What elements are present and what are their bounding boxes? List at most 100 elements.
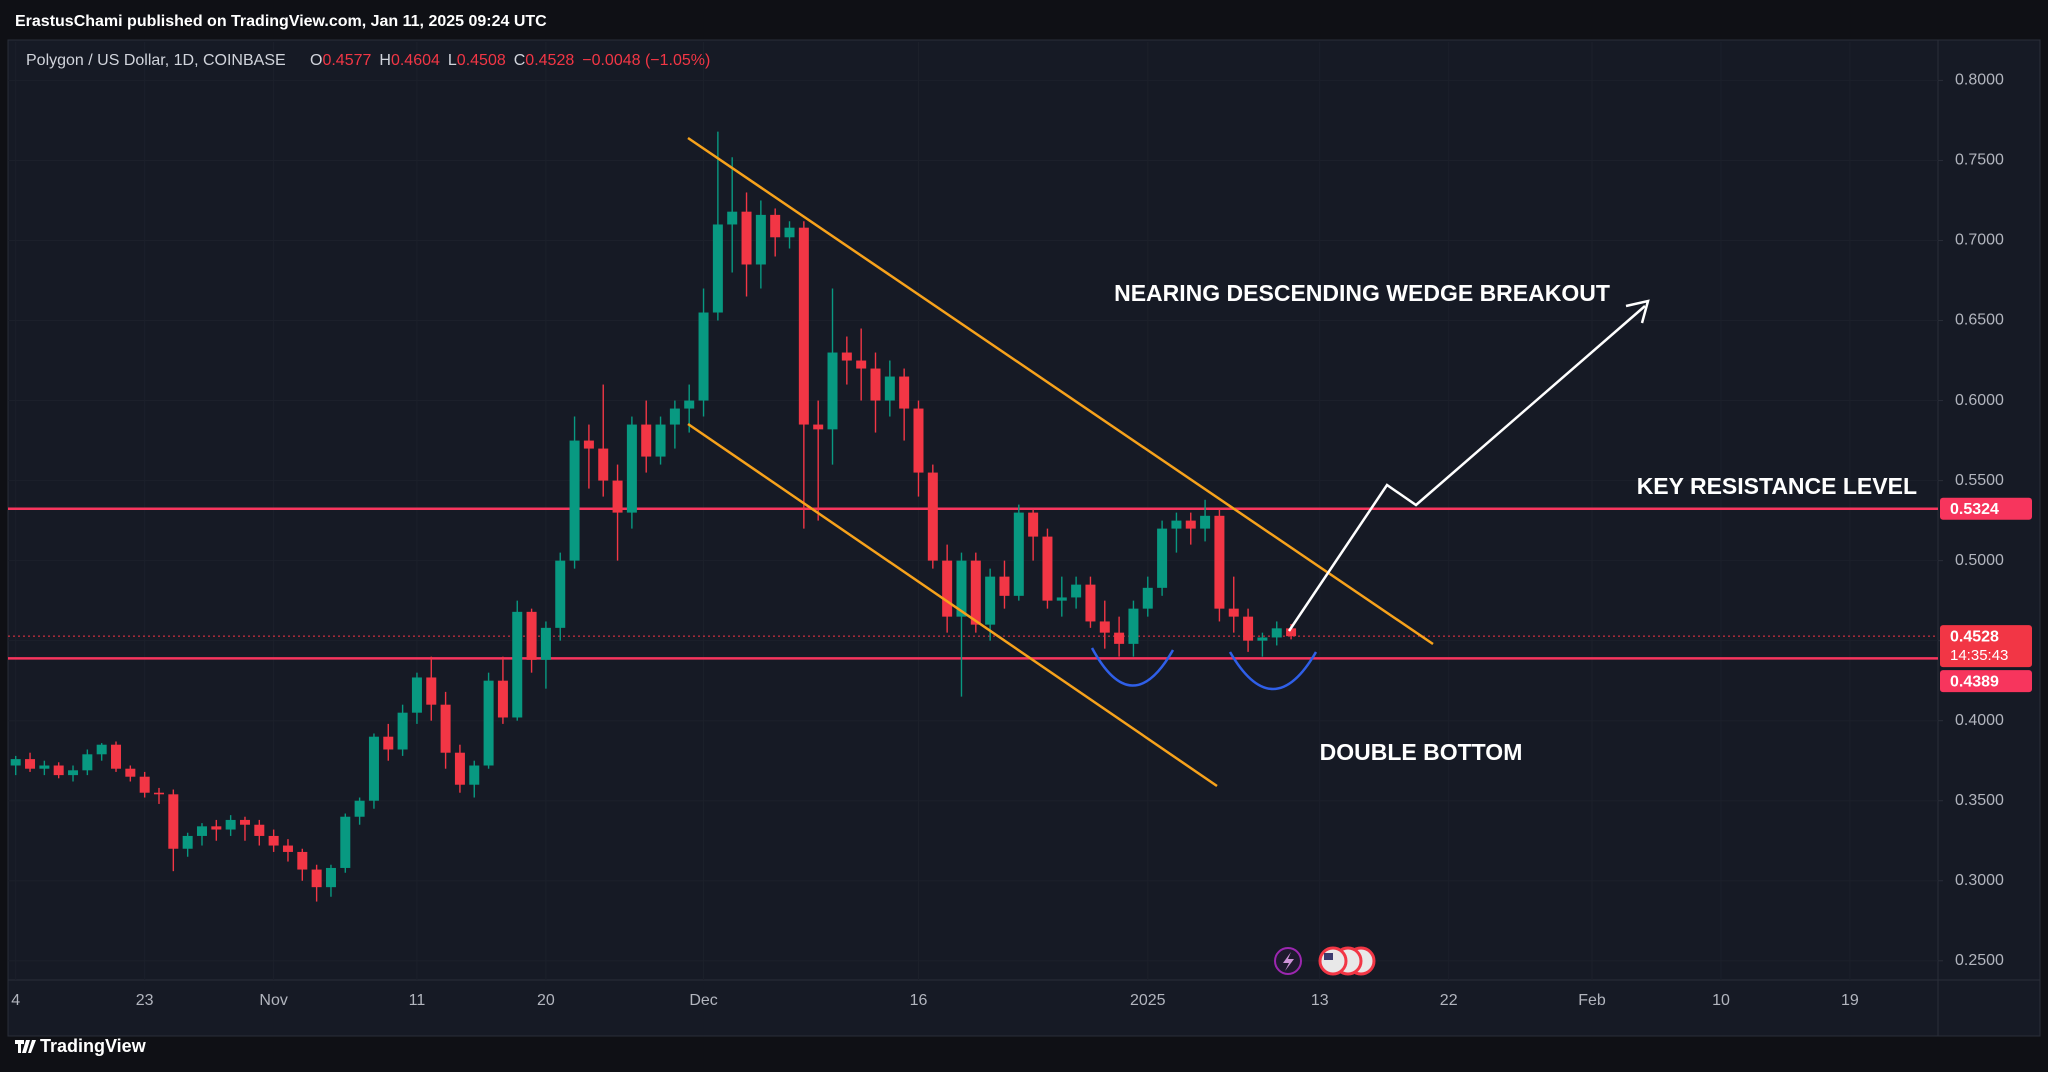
x-tick-label: 22 bbox=[1440, 992, 1458, 1009]
candle-body bbox=[827, 352, 838, 430]
brand[interactable]: TradingView bbox=[40, 1036, 147, 1056]
candle-body bbox=[1085, 584, 1096, 622]
candle-body bbox=[899, 376, 910, 409]
candle-body bbox=[10, 759, 21, 766]
candle-body bbox=[497, 680, 508, 718]
candle-body bbox=[913, 408, 924, 473]
candle-body bbox=[225, 819, 236, 830]
candle-body bbox=[1114, 632, 1125, 644]
wedge-upper-line bbox=[687, 136, 1434, 646]
candle-body bbox=[770, 214, 781, 238]
candle-body bbox=[956, 560, 967, 617]
x-tick-label: 10 bbox=[1712, 992, 1730, 1009]
candle-body bbox=[856, 360, 867, 369]
legend-value: 0.4604 bbox=[391, 52, 440, 69]
candle-body bbox=[282, 845, 293, 852]
annotation: NEARING DESCENDING WEDGE BREAKOUT bbox=[1114, 280, 1610, 306]
price-lines: 0.5324 0.4389 0.4528 14:35:43 bbox=[8, 497, 2032, 693]
x-tick-label: 2025 bbox=[1130, 992, 1166, 1009]
chart-panel bbox=[7, 39, 2041, 1037]
candle-body bbox=[884, 376, 895, 401]
candle-body bbox=[96, 744, 107, 755]
x-tick-label: Nov bbox=[259, 992, 287, 1009]
y-tick-label: 0.6500 bbox=[1955, 312, 2004, 329]
wedge-lower-line bbox=[687, 422, 1218, 788]
candle-body bbox=[985, 576, 996, 625]
flag-canton bbox=[1324, 953, 1333, 960]
price-label-box bbox=[1940, 497, 2032, 520]
y-tick-label: 0.3000 bbox=[1955, 872, 2004, 889]
candle-body bbox=[182, 835, 193, 849]
candle-body bbox=[598, 448, 609, 481]
candle-body bbox=[1228, 608, 1239, 617]
candle-body bbox=[1171, 520, 1182, 529]
candle-body bbox=[383, 736, 394, 750]
candle-body bbox=[712, 224, 723, 313]
candle-body bbox=[139, 776, 150, 793]
candle-body bbox=[196, 826, 207, 836]
candle-body bbox=[1013, 512, 1024, 596]
x-tick-label: 11 bbox=[409, 992, 426, 1009]
byline: ErastusChami published on TradingView.co… bbox=[15, 13, 547, 30]
candles bbox=[10, 131, 1297, 902]
y-tick-label: 0.7000 bbox=[1955, 232, 2004, 249]
candle-body bbox=[411, 677, 422, 713]
annotation: KEY RESISTANCE LEVEL bbox=[1637, 473, 1917, 499]
candle-body bbox=[655, 424, 666, 457]
candle-body bbox=[813, 424, 824, 430]
candle-body bbox=[841, 352, 852, 361]
y-tick-label: 0.7500 bbox=[1955, 152, 2004, 169]
y-tick-label: 0.8000 bbox=[1955, 72, 2004, 89]
candle-body bbox=[125, 768, 136, 777]
candle-body bbox=[1042, 536, 1053, 601]
y-tick-label: 0.6000 bbox=[1955, 392, 2004, 409]
legend-key: L bbox=[448, 52, 457, 69]
x-tick-label: 16 bbox=[910, 992, 928, 1009]
candle-body bbox=[1257, 637, 1268, 641]
lightning-icon bbox=[1283, 952, 1294, 971]
legend-key: O bbox=[310, 52, 322, 69]
candle-body bbox=[239, 819, 250, 825]
candle-body bbox=[1286, 628, 1297, 637]
last-price-box bbox=[1940, 625, 2032, 668]
candle-body bbox=[755, 214, 766, 265]
candle-body bbox=[254, 824, 265, 836]
candle-body bbox=[1142, 587, 1153, 609]
y-tick-label: 0.4000 bbox=[1955, 712, 2004, 729]
candle-body bbox=[368, 736, 379, 801]
candle-body bbox=[39, 765, 50, 769]
breakout-arrow bbox=[1287, 305, 1646, 632]
candle-body bbox=[1157, 528, 1168, 588]
legend-value: 0.4577 bbox=[322, 52, 371, 69]
last-price-label: 0.4528 bbox=[1950, 628, 1999, 645]
candle-body bbox=[211, 826, 222, 830]
candle-body bbox=[684, 400, 695, 409]
price-label-box bbox=[1940, 670, 2032, 693]
grid: 0.25000.30000.35000.40000.45000.50000.55… bbox=[8, 40, 2040, 1036]
y-tick-label: 0.5500 bbox=[1955, 472, 2004, 489]
candle-body bbox=[526, 611, 537, 660]
x-tick-label: Feb bbox=[1578, 992, 1606, 1009]
x-tick-label: 19 bbox=[1841, 992, 1859, 1009]
candle-body bbox=[741, 211, 752, 265]
x-tick-label: 13 bbox=[1311, 992, 1329, 1009]
candle-body bbox=[297, 851, 308, 870]
candle-body bbox=[583, 440, 594, 449]
candle-body bbox=[1099, 621, 1110, 633]
x-tick-label: Dec bbox=[689, 992, 717, 1009]
legend-change: −0.0048 (−1.05%) bbox=[582, 52, 710, 69]
candle-body bbox=[1071, 584, 1082, 598]
ohlc-legend: O0.4577 H0.4604 L0.4508 C0.4528 −0.0048 (−1.… bbox=[310, 52, 710, 69]
candle-body bbox=[1185, 520, 1196, 529]
flag-icon[interactable] bbox=[1318, 946, 1348, 976]
candle-body bbox=[469, 765, 480, 785]
candle-body bbox=[440, 704, 451, 753]
y-tick-label: 0.2500 bbox=[1955, 952, 2004, 969]
candle-body bbox=[168, 794, 179, 849]
candle-body bbox=[942, 560, 953, 617]
candle-body bbox=[698, 312, 709, 401]
candle-body bbox=[1243, 616, 1254, 641]
candle-body bbox=[1128, 608, 1139, 644]
y-tick-label: 0.5000 bbox=[1955, 552, 2004, 569]
